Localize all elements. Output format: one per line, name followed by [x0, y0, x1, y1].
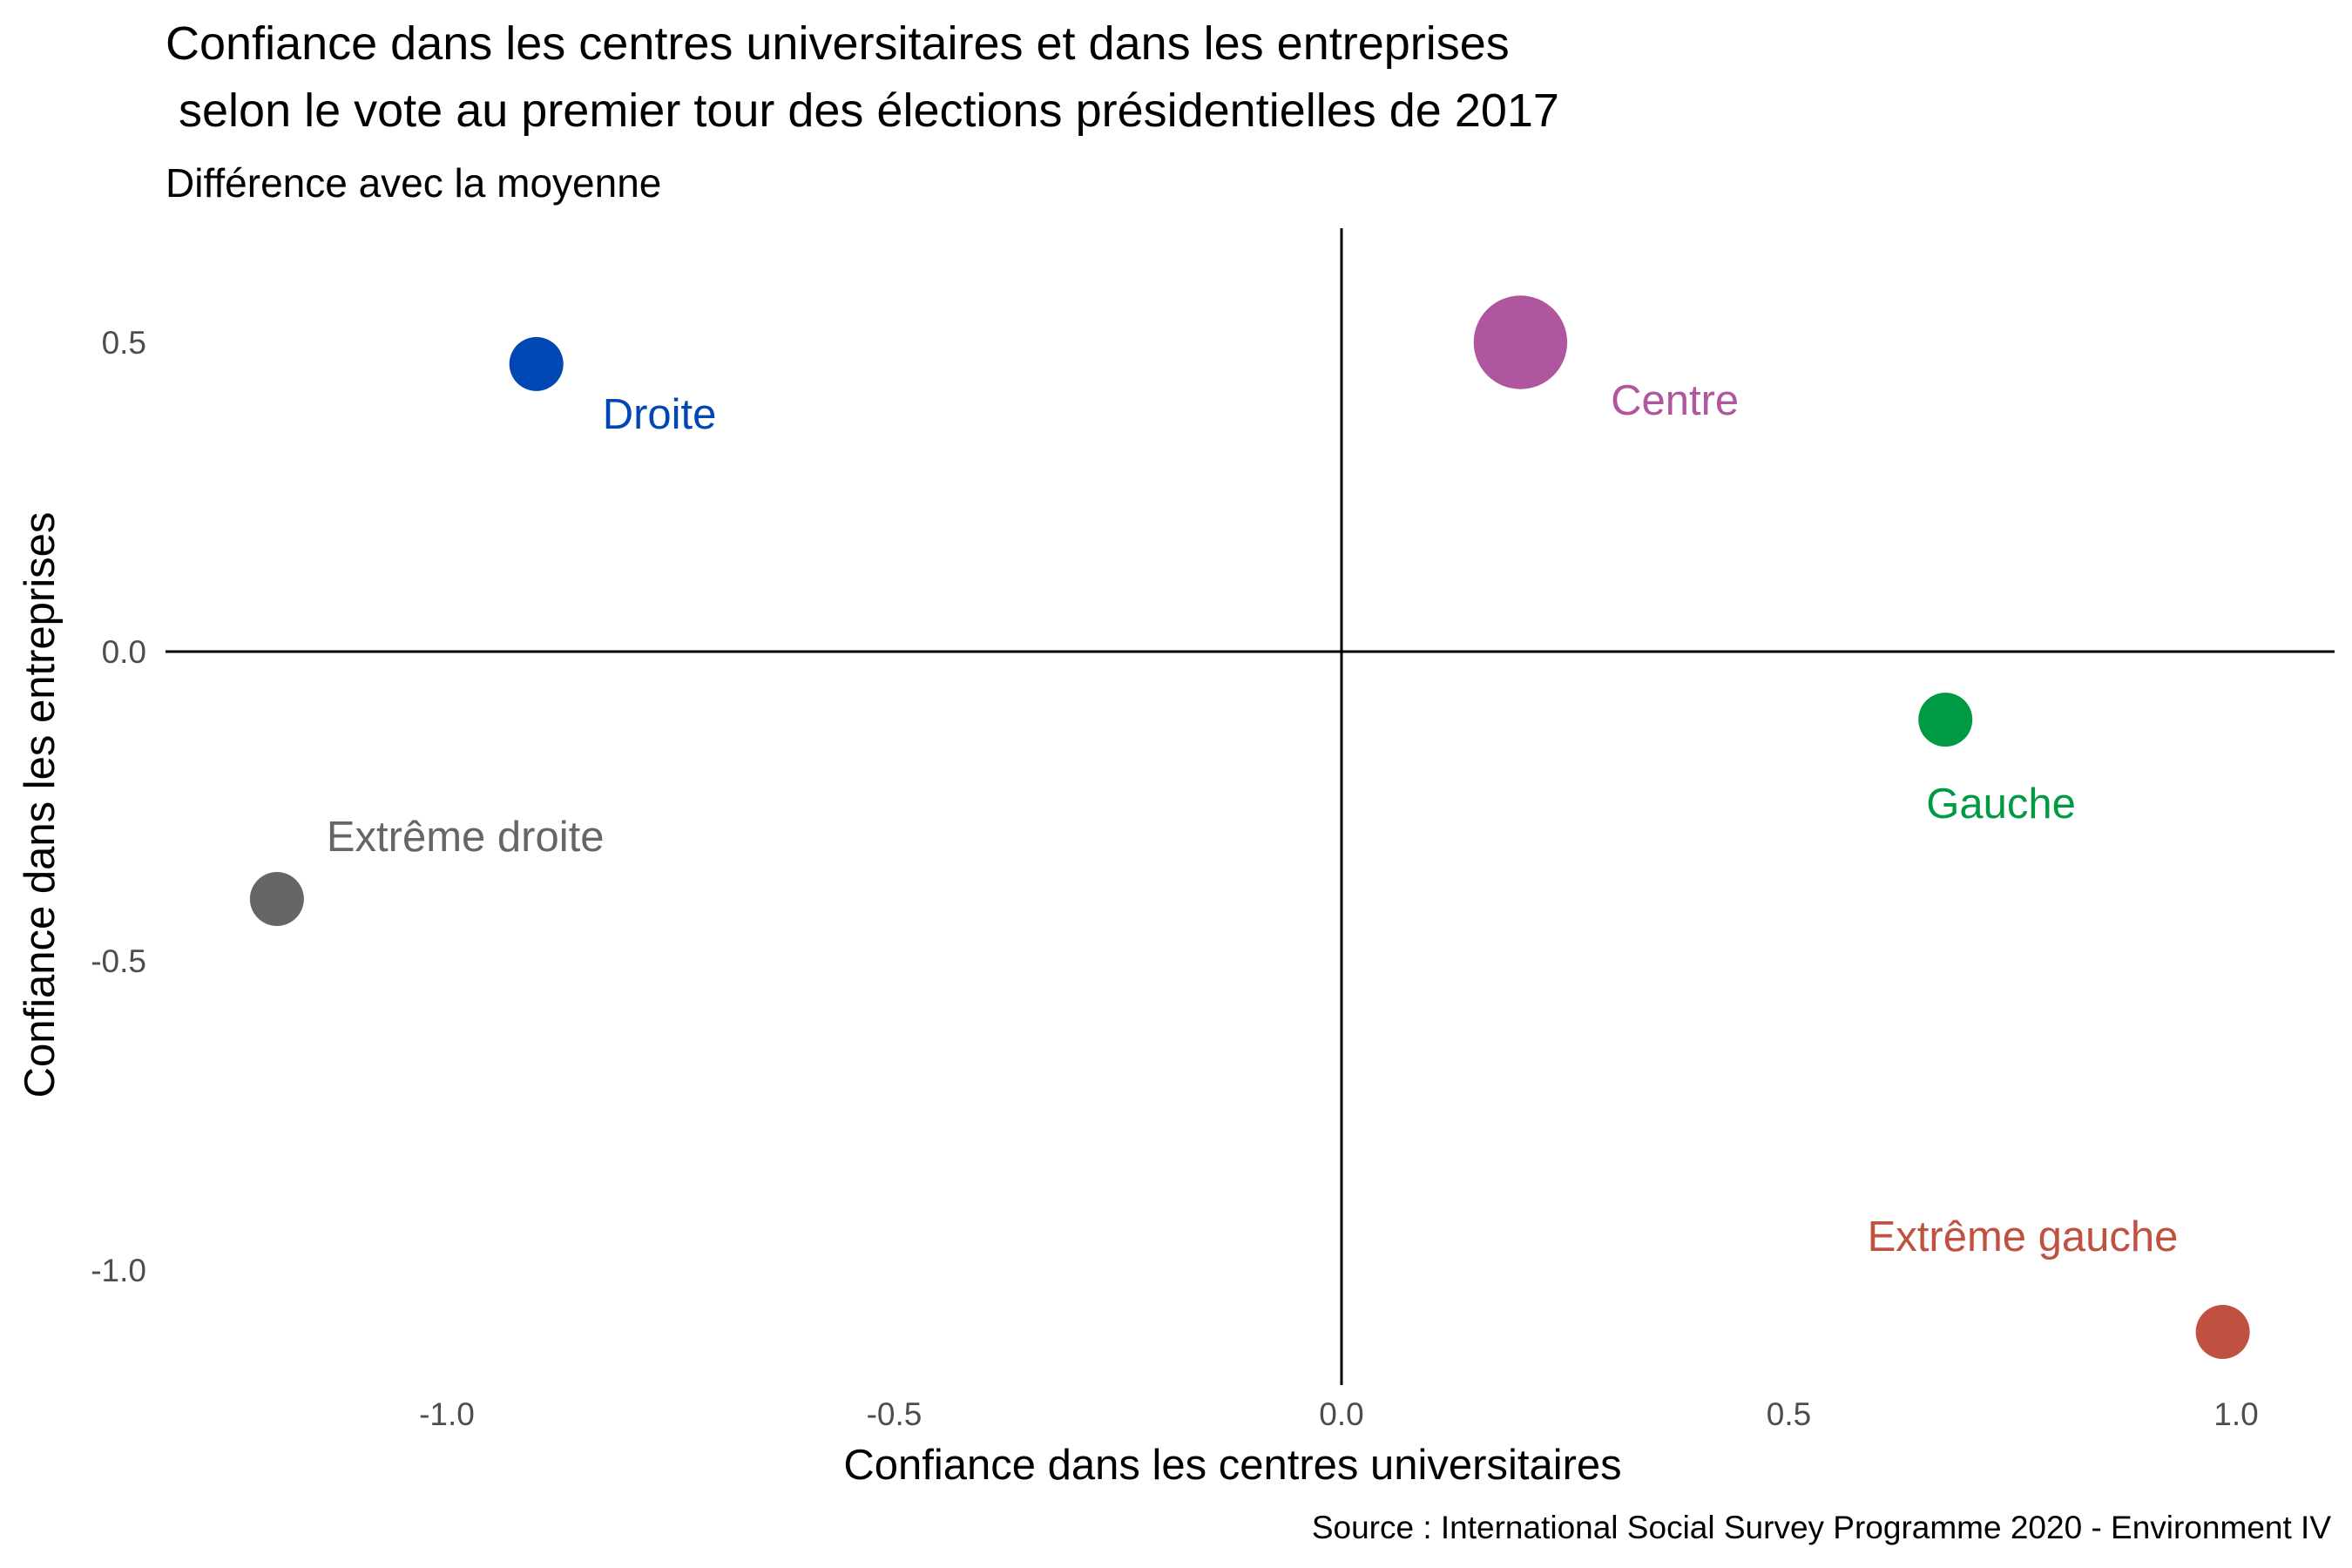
y-tick-label: 0.0	[102, 634, 146, 670]
x-tick-label: 0.5	[1767, 1396, 1811, 1432]
x-axis-title: Confiance dans les centres universitaire…	[843, 1442, 1621, 1489]
chart-subtitle: Différence avec la moyenne	[166, 160, 661, 206]
y-tick-label: -1.0	[91, 1253, 146, 1288]
x-tick-label: -1.0	[419, 1396, 475, 1432]
data-point	[1473, 295, 1568, 389]
chart-title-line-2: selon le vote au premier tour des électi…	[166, 84, 1559, 137]
data-point	[2195, 1305, 2250, 1359]
x-tick-label: 0.0	[1319, 1396, 1363, 1432]
y-tick-label: 0.5	[102, 325, 146, 361]
x-tick-label: -0.5	[867, 1396, 923, 1432]
data-point	[249, 872, 304, 926]
data-point	[509, 336, 564, 391]
x-tick-label: 1.0	[2213, 1396, 2258, 1432]
point-label: Extrême gauche	[1868, 1213, 2179, 1260]
data-point	[1918, 693, 1973, 747]
point-label: Extrême droite	[327, 814, 605, 861]
chart-title-line-1: Confiance dans les centres universitaire…	[166, 17, 1510, 70]
source-caption: Source : International Social Survey Pro…	[1312, 1510, 2332, 1545]
y-axis-title: Confiance dans les entreprises	[17, 512, 64, 1098]
plot-area: -1.0 -0.5 0.0 0.5 1.0 0.5 0.0 -0.5 -1.0 Droite Cen…	[91, 228, 2335, 1432]
point-label: Gauche	[1926, 781, 2076, 828]
point-label: Centre	[1611, 377, 1739, 424]
point-label: Droite	[603, 391, 717, 438]
y-tick-label: -0.5	[91, 943, 146, 979]
